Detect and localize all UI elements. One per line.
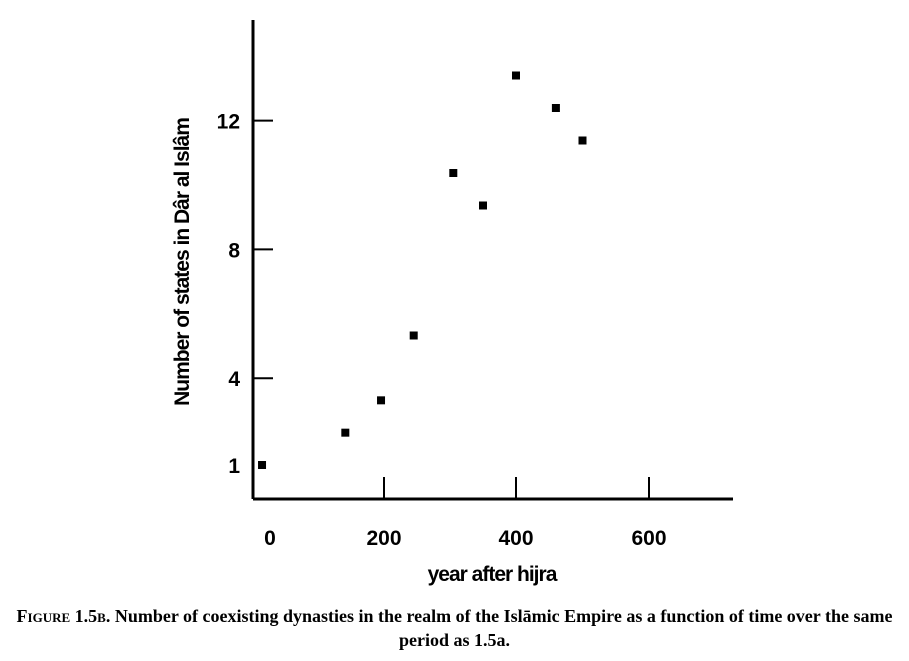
- x-tick-label: 200: [366, 527, 401, 550]
- y-axis-title: Number of states in Dâr al Islâm: [171, 118, 194, 406]
- x-tick-label: 400: [498, 527, 533, 550]
- y-tick-label: 1: [228, 455, 240, 478]
- figure-caption: Figure 1.5b. Number of coexisting dynast…: [0, 604, 909, 652]
- scatter-chart: 1 4 8 12 0 200 400 600 year after hijra Number…: [171, 20, 733, 586]
- x-axis-title: year after hijra: [428, 563, 558, 586]
- y-tick-label: 12: [217, 111, 240, 134]
- data-point: [341, 428, 350, 437]
- data-point: [258, 461, 267, 469]
- y-axis-ticks: 1 4 8 12: [217, 111, 273, 478]
- data-point: [512, 71, 520, 80]
- x-tick-label: 0: [264, 527, 276, 550]
- caption-lead: Figure 1.5b.: [16, 606, 111, 626]
- data-point: [551, 104, 560, 112]
- x-axis-ticks: 0 200 400 600: [264, 477, 667, 550]
- data-point: [479, 201, 487, 210]
- data-point: [578, 136, 587, 145]
- y-tick-label: 8: [228, 239, 240, 262]
- data-point: [409, 331, 418, 340]
- data-points: [258, 71, 587, 469]
- caption-text: Number of coexisting dynasties in the re…: [114, 606, 893, 650]
- x-tick-label: 600: [631, 527, 666, 550]
- data-point: [449, 169, 458, 177]
- y-tick-label: 4: [228, 368, 240, 391]
- data-point: [377, 396, 386, 405]
